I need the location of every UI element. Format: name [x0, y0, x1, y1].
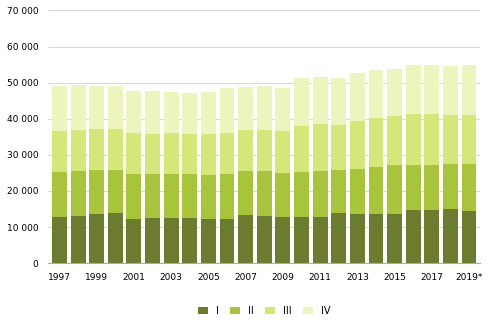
- Bar: [350, 121, 365, 169]
- Bar: [369, 214, 383, 263]
- Bar: [275, 88, 290, 131]
- Bar: [369, 118, 383, 167]
- Bar: [127, 133, 141, 174]
- Bar: [145, 218, 160, 263]
- Bar: [164, 174, 179, 219]
- Bar: [71, 130, 85, 171]
- Bar: [406, 210, 421, 263]
- Bar: [127, 174, 141, 219]
- Bar: [52, 86, 67, 131]
- Bar: [201, 175, 216, 219]
- Bar: [443, 66, 458, 115]
- Bar: [369, 167, 383, 214]
- Bar: [108, 86, 123, 129]
- Bar: [387, 165, 402, 214]
- Bar: [145, 174, 160, 218]
- Bar: [257, 171, 272, 216]
- Bar: [182, 174, 197, 219]
- Bar: [350, 169, 365, 214]
- Bar: [424, 165, 439, 210]
- Bar: [313, 217, 327, 263]
- Bar: [238, 87, 253, 130]
- Bar: [89, 86, 104, 129]
- Bar: [331, 213, 346, 263]
- Bar: [424, 210, 439, 263]
- Bar: [201, 134, 216, 175]
- Bar: [89, 129, 104, 170]
- Bar: [201, 219, 216, 263]
- Bar: [257, 216, 272, 263]
- Bar: [443, 115, 458, 164]
- Bar: [275, 217, 290, 263]
- Bar: [219, 89, 235, 133]
- Bar: [406, 114, 421, 165]
- Bar: [331, 170, 346, 213]
- Bar: [294, 172, 309, 217]
- Bar: [462, 115, 476, 164]
- Bar: [331, 125, 346, 170]
- Bar: [331, 78, 346, 125]
- Bar: [52, 172, 67, 217]
- Bar: [294, 78, 309, 126]
- Bar: [387, 69, 402, 116]
- Bar: [145, 91, 160, 134]
- Bar: [71, 216, 85, 263]
- Bar: [52, 217, 67, 263]
- Bar: [164, 133, 179, 174]
- Bar: [313, 77, 327, 124]
- Bar: [219, 133, 235, 174]
- Bar: [294, 126, 309, 172]
- Bar: [350, 73, 365, 121]
- Bar: [164, 219, 179, 263]
- Bar: [71, 85, 85, 130]
- Bar: [350, 214, 365, 263]
- Bar: [406, 165, 421, 210]
- Bar: [127, 219, 141, 263]
- Bar: [462, 65, 476, 115]
- Bar: [164, 92, 179, 133]
- Bar: [257, 86, 272, 130]
- Bar: [257, 130, 272, 171]
- Legend: I, II, III, IV: I, II, III, IV: [198, 306, 330, 316]
- Bar: [89, 214, 104, 263]
- Bar: [219, 174, 235, 219]
- Bar: [462, 164, 476, 211]
- Bar: [238, 171, 253, 215]
- Bar: [443, 209, 458, 263]
- Bar: [89, 170, 104, 214]
- Bar: [71, 171, 85, 216]
- Bar: [387, 214, 402, 263]
- Bar: [52, 131, 67, 172]
- Bar: [108, 129, 123, 170]
- Bar: [275, 173, 290, 217]
- Bar: [443, 164, 458, 209]
- Bar: [313, 171, 327, 217]
- Bar: [424, 114, 439, 165]
- Bar: [182, 93, 197, 134]
- Bar: [108, 170, 123, 213]
- Bar: [182, 134, 197, 174]
- Bar: [424, 65, 439, 114]
- Bar: [238, 130, 253, 171]
- Bar: [145, 134, 160, 174]
- Bar: [406, 65, 421, 114]
- Bar: [108, 213, 123, 263]
- Bar: [387, 116, 402, 165]
- Bar: [238, 215, 253, 263]
- Bar: [201, 92, 216, 134]
- Bar: [219, 219, 235, 263]
- Bar: [275, 131, 290, 173]
- Bar: [462, 211, 476, 263]
- Bar: [182, 219, 197, 263]
- Bar: [313, 124, 327, 171]
- Bar: [369, 70, 383, 118]
- Bar: [127, 91, 141, 133]
- Bar: [294, 217, 309, 263]
